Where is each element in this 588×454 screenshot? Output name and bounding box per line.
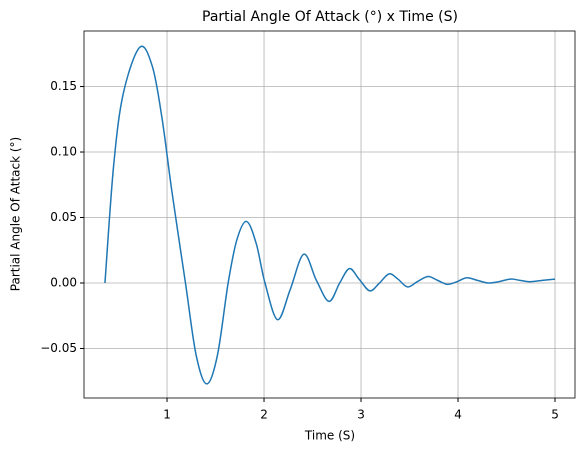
x-axis-label: Time (S) bbox=[304, 429, 355, 443]
y-tick-label: 0.10 bbox=[50, 145, 77, 159]
x-tick-label: 2 bbox=[260, 408, 268, 422]
y-tick-label: 0.15 bbox=[50, 79, 77, 93]
plot-frame bbox=[83, 30, 576, 399]
y-axis-label: Partial Angle Of Attack (°) bbox=[9, 137, 23, 291]
x-tick-label: 5 bbox=[551, 408, 559, 422]
x-tick-label: 4 bbox=[454, 408, 462, 422]
y-tick-label: −0.05 bbox=[40, 341, 77, 355]
y-tick-label: 0.00 bbox=[50, 276, 77, 290]
chart-title: Partial Angle Of Attack (°) x Time (S) bbox=[202, 9, 458, 25]
y-tick-label: 0.05 bbox=[50, 210, 77, 224]
x-tick-label: 3 bbox=[357, 408, 365, 422]
data-line bbox=[104, 45, 556, 385]
x-tick-label: 1 bbox=[163, 408, 171, 422]
